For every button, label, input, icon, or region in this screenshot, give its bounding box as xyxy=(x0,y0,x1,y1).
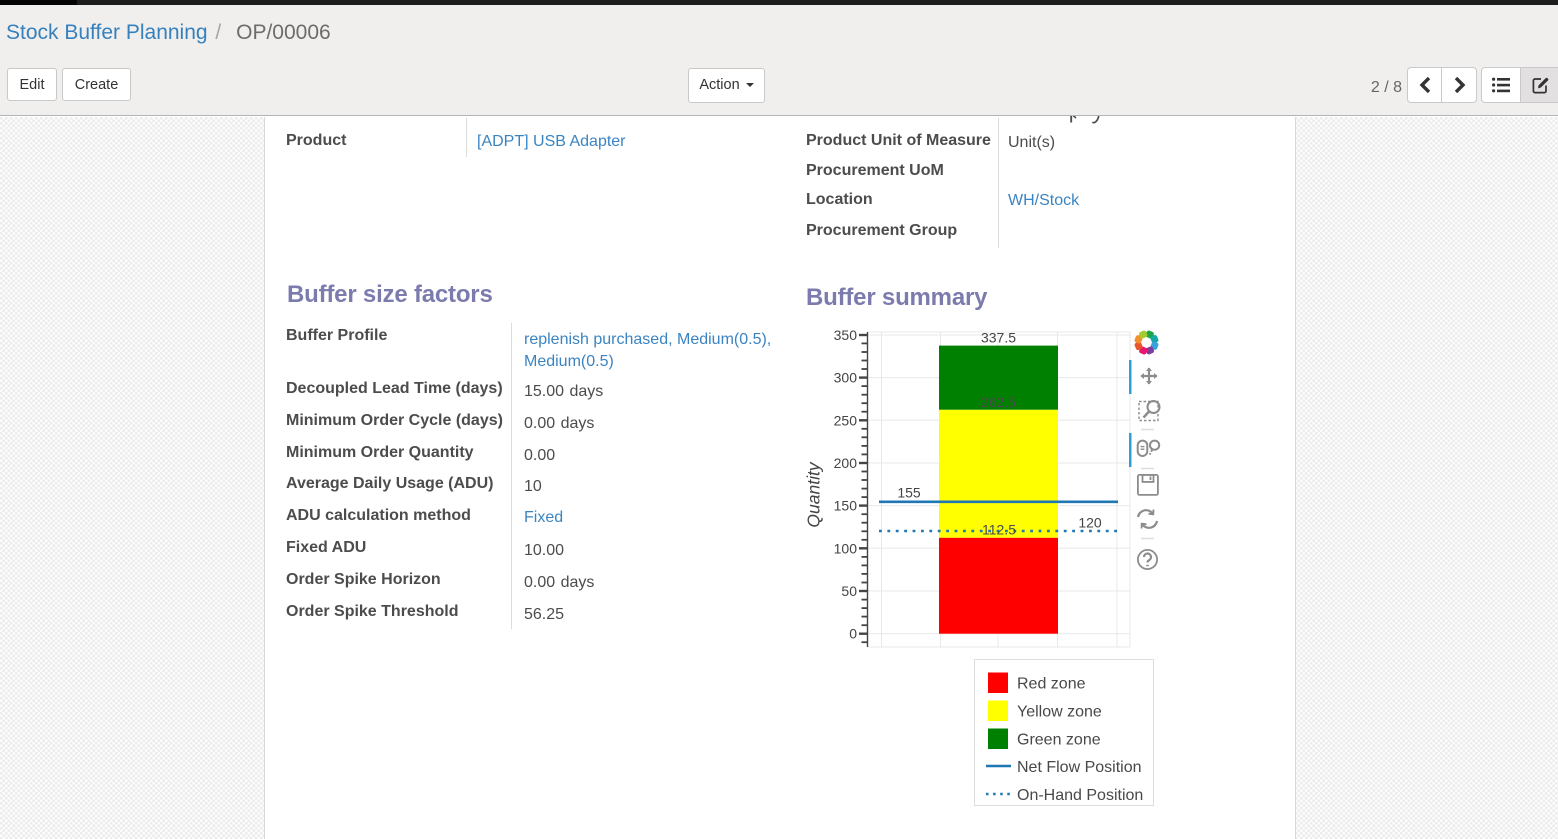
svg-text:0: 0 xyxy=(849,626,857,642)
svg-text:Red zone: Red zone xyxy=(1017,676,1086,693)
svg-text:On-Hand Position: On-Hand Position xyxy=(1017,787,1143,804)
svg-text:200: 200 xyxy=(834,455,858,471)
svg-text:300: 300 xyxy=(834,370,858,386)
svg-text:Yellow zone: Yellow zone xyxy=(1017,704,1102,721)
svg-text:262.5: 262.5 xyxy=(981,394,1016,410)
svg-text:155: 155 xyxy=(897,485,921,501)
svg-text:Quantity: Quantity xyxy=(804,461,824,527)
svg-text:120: 120 xyxy=(1078,515,1102,531)
svg-text:100: 100 xyxy=(834,540,858,556)
svg-text:Green zone: Green zone xyxy=(1017,732,1101,749)
svg-text:250: 250 xyxy=(834,412,858,428)
svg-text:Net Flow Position: Net Flow Position xyxy=(1017,759,1142,776)
svg-text:337.5: 337.5 xyxy=(981,330,1016,346)
svg-text:50: 50 xyxy=(841,583,857,599)
svg-text:150: 150 xyxy=(834,498,858,514)
svg-text:112.5: 112.5 xyxy=(982,522,1016,538)
svg-text:350: 350 xyxy=(834,327,858,343)
